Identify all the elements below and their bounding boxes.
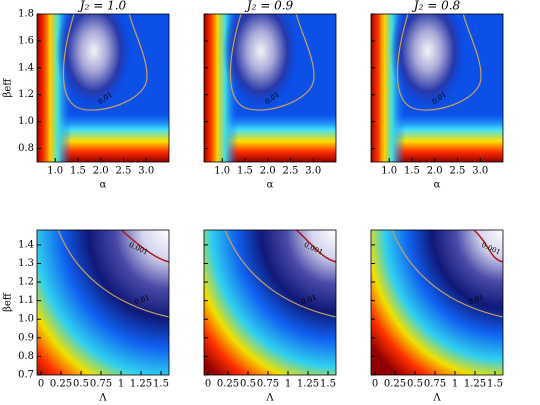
x-tick-label: 1 — [118, 379, 124, 390]
y-tick-label: 1.2 — [18, 277, 34, 288]
contour — [224, 230, 336, 318]
y-tick-label: 1.2 — [18, 89, 34, 100]
x-tick-label: 0.25 — [217, 379, 239, 390]
x-tick-label: 0.5 — [240, 379, 256, 390]
contour — [295, 230, 336, 263]
x-tick-label: 1.5 — [404, 166, 420, 177]
x-tick-label: 0.5 — [73, 379, 89, 390]
x-axis-label: α — [100, 180, 107, 191]
contour — [57, 230, 169, 318]
panel-title: J₂ = 0.9 — [244, 0, 294, 13]
x-axis-label: Λ — [432, 393, 441, 404]
y-tick-label: 1.1 — [18, 295, 34, 306]
x-tick-label: 2.5 — [450, 166, 466, 177]
y-axis-label: βeff — [3, 78, 14, 98]
contour — [391, 230, 503, 318]
y-tick-label: 1.0 — [18, 116, 34, 127]
x-tick-label: 1 — [285, 379, 291, 390]
x-tick-label: 2.5 — [283, 166, 299, 177]
x-tick-label: 1.0 — [381, 166, 397, 177]
x-tick-label: 0 — [205, 379, 211, 390]
y-tick-label: 1.4 — [18, 62, 34, 73]
x-tick-label: 2.0 — [260, 166, 276, 177]
heat-peak — [55, 14, 132, 109]
plot-frame — [203, 229, 337, 376]
x-axis-label: Λ — [98, 393, 107, 404]
heatmap: 0.01 — [204, 14, 336, 162]
heat-base — [204, 230, 336, 375]
heat-peak — [222, 14, 299, 109]
panel-title: J₂ = 1.0 — [77, 0, 127, 13]
contour — [62, 14, 148, 111]
heatmap: 0.01 — [371, 14, 503, 162]
x-tick-label: 0 — [38, 379, 44, 390]
heatmap: 0.010.001 — [37, 230, 169, 375]
contour — [396, 14, 482, 111]
heatmap: 0.010.001 — [204, 230, 336, 375]
y-tick-label: 1.6 — [18, 35, 34, 46]
x-tick-label: 1.5 — [320, 379, 336, 390]
plot-frame — [36, 13, 170, 163]
plot-frame — [370, 13, 504, 163]
contour — [121, 230, 169, 263]
x-tick-label: 1.0 — [214, 166, 230, 177]
x-tick-label: 3.0 — [138, 166, 154, 177]
x-tick-label: 1.5 — [487, 379, 503, 390]
y-tick-label: 1.4 — [18, 239, 34, 250]
x-tick-label: 0.25 — [50, 379, 72, 390]
x-tick-label: 0.75 — [90, 379, 112, 390]
x-axis-label: α — [434, 180, 441, 191]
x-tick-label: 0.25 — [384, 379, 406, 390]
y-axis-label: βeff — [3, 292, 14, 312]
x-tick-label: 1.25 — [297, 379, 319, 390]
x-axis-label: Λ — [265, 393, 274, 404]
contour — [473, 230, 503, 263]
heatmap: 0.010.001 — [371, 230, 503, 375]
y-tick-label: 0.9 — [18, 332, 34, 343]
x-tick-label: 0 — [372, 379, 378, 390]
x-tick-label: 1.5 — [237, 166, 253, 177]
x-tick-label: 2.0 — [93, 166, 109, 177]
x-tick-label: 0.75 — [424, 379, 446, 390]
x-tick-label: 0.75 — [257, 379, 279, 390]
y-tick-label: 0.8 — [18, 143, 34, 154]
x-tick-label: 1.25 — [464, 379, 486, 390]
heat-peak — [389, 14, 466, 109]
x-tick-label: 2.5 — [116, 166, 132, 177]
x-tick-label: 2.0 — [427, 166, 443, 177]
y-tick-label: 1.8 — [18, 9, 34, 20]
heatmap: 0.01 — [37, 14, 169, 162]
y-tick-label: 0.8 — [18, 351, 34, 362]
x-axis-label: α — [267, 180, 274, 191]
x-tick-label: 1.5 — [70, 166, 86, 177]
panel-title: J₂ = 0.8 — [411, 0, 461, 13]
plot-frame — [203, 13, 337, 163]
plot-frame — [370, 229, 504, 376]
x-tick-label: 1.5 — [153, 379, 169, 390]
x-tick-label: 1 — [452, 379, 458, 390]
y-tick-label: 1.0 — [18, 314, 34, 325]
y-tick-label: 1.3 — [18, 258, 34, 269]
heat-base — [371, 230, 503, 375]
x-tick-label: 1.0 — [47, 166, 63, 177]
x-tick-label: 3.0 — [472, 166, 488, 177]
plot-frame — [36, 229, 170, 376]
heat-base — [37, 230, 169, 375]
contour — [229, 14, 315, 111]
x-tick-label: 0.5 — [407, 379, 423, 390]
x-tick-label: 1.25 — [130, 379, 152, 390]
y-tick-label: 0.7 — [18, 370, 34, 381]
x-tick-label: 3.0 — [305, 166, 321, 177]
